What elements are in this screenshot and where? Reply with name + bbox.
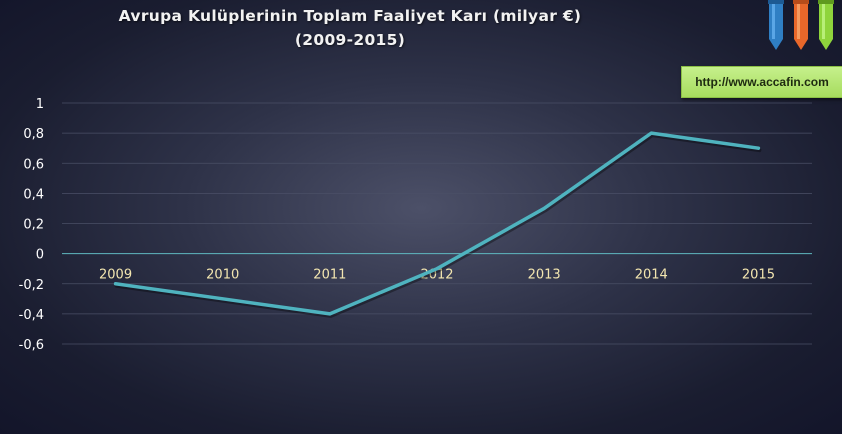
x-category-label: 2013 (528, 268, 561, 283)
y-tick-label: -0,2 (19, 278, 44, 293)
x-category-label: 2011 (313, 268, 346, 283)
x-category-label: 2010 (206, 268, 239, 283)
pencils-logo-icon (768, 0, 834, 50)
x-category-label: 2009 (99, 268, 132, 283)
gridlines (62, 102, 812, 345)
y-tick-label: -0,6 (19, 338, 44, 353)
y-tick-label: 0,8 (23, 127, 44, 142)
y-axis-ticks: 1 0,8 0,6 0,4 0,2 0 -0,2 -0,4 -0,6 (19, 97, 44, 353)
y-tick-label: 0,6 (23, 157, 44, 172)
data-point (221, 297, 225, 301)
x-category-label: 2014 (635, 268, 668, 283)
data-point (328, 312, 332, 316)
chart-subtitle: (2009-2015) (294, 31, 406, 49)
data-point (649, 131, 653, 135)
data-point (542, 206, 546, 210)
data-point (756, 146, 760, 150)
chart-title: Avrupa Kulüplerinin Toplam Faaliyet Karı… (118, 7, 582, 25)
y-tick-label: 0,2 (23, 218, 44, 233)
series-line-shadow (114, 133, 762, 318)
y-tick-label: 0 (36, 248, 44, 263)
y-tick-label: -0,4 (19, 308, 44, 323)
x-category-label: 2015 (742, 268, 775, 283)
y-tick-label: 0,4 (23, 187, 44, 202)
data-point (114, 282, 118, 286)
y-tick-label: 1 (36, 97, 44, 112)
website-badge[interactable]: http://www.accafin.com (681, 66, 842, 98)
series-layer (113, 131, 762, 318)
data-point (435, 267, 439, 271)
